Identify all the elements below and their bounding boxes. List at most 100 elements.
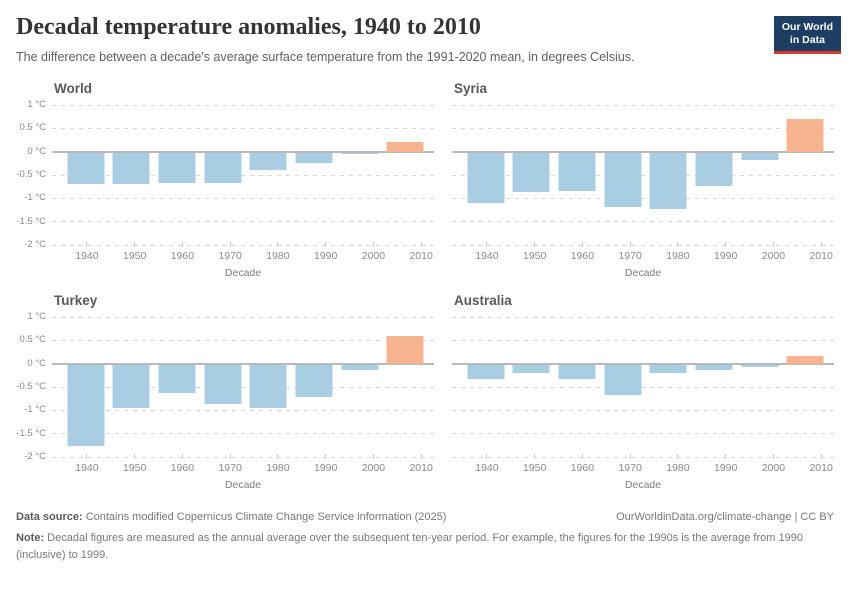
bar-slot [382, 105, 428, 245]
x-tick-label: 1950 [122, 250, 147, 262]
bar-world-1940[interactable] [67, 152, 105, 184]
x-tick-label: 1960 [170, 462, 195, 474]
x-tick-label: 2000 [761, 462, 786, 474]
bar-syria-1990[interactable] [695, 152, 733, 187]
bar-slot [337, 317, 383, 457]
bar-australia-1990[interactable] [695, 364, 733, 370]
gridline [52, 386, 434, 388]
bar-world-1990[interactable] [295, 152, 333, 164]
gridline [52, 244, 434, 246]
bar-world-1970[interactable] [204, 152, 242, 183]
plot-area-world [52, 104, 434, 246]
x-tick-label: 1940 [475, 462, 499, 474]
x-tick-label: 1940 [75, 250, 99, 262]
owid-logo[interactable]: Our World in Data [773, 16, 841, 55]
footer-links: OurWorldinData.org/climate-change | CC B… [616, 511, 834, 523]
page-subtitle: The difference between a decade's averag… [16, 50, 635, 64]
bar-australia-2000[interactable] [741, 364, 779, 367]
chart-body-australia [452, 316, 834, 458]
bar-slot [109, 105, 155, 245]
bar-turkey-1970[interactable] [204, 364, 242, 404]
x-tick: 1970 [606, 454, 654, 474]
bar-world-2000[interactable] [341, 152, 379, 155]
x-tick-label: 2000 [361, 462, 386, 474]
bar-world-1950[interactable] [112, 152, 150, 185]
x-tick: 1990 [702, 242, 750, 262]
bar-syria-1970[interactable] [604, 152, 642, 208]
license-label: CC BY [800, 511, 834, 523]
x-axis-syria: 1940 1950 1960 1970 1980 1990 2000 2010 [452, 242, 850, 262]
owid-logo-line1: Our World [781, 21, 833, 33]
y-tick-label: 1 °C [27, 311, 46, 322]
x-tick-label: 1950 [522, 250, 547, 262]
bar-turkey-1980[interactable] [249, 364, 287, 409]
x-axis-title-turkey: Decade [224, 479, 262, 491]
x-tick-label: 1980 [666, 462, 690, 474]
owid-url-link[interactable]: OurWorldinData.org/climate-change [616, 511, 792, 523]
gridline [452, 409, 834, 411]
chart-australia: Australia 1940 1950 1960 1970 1980 1990 2000 201… [452, 293, 834, 491]
bar-world-1960[interactable] [158, 152, 196, 183]
bar-world-2010[interactable] [386, 142, 424, 152]
x-tick: 1970 [206, 454, 254, 474]
y-tick-label: 1 °C [27, 99, 46, 110]
bar-australia-1940[interactable] [467, 364, 505, 380]
chart-title-australia: Australia [454, 293, 512, 308]
footer-source-row: Data source: Contains modified Copernicu… [16, 511, 834, 523]
bar-australia-1970[interactable] [604, 364, 642, 395]
bar-syria-1950[interactable] [512, 152, 550, 193]
bar-slot [200, 105, 246, 245]
gridline [452, 386, 834, 388]
bar-australia-1960[interactable] [558, 364, 596, 380]
y-tick-label: -1.5 °C [16, 215, 46, 227]
bar-syria-1960[interactable] [558, 152, 596, 191]
bar-slot [600, 105, 646, 245]
gridline [452, 433, 834, 435]
bar-world-1980[interactable] [249, 152, 287, 170]
bar-turkey-2010[interactable] [386, 336, 424, 364]
bars-row-syria [463, 105, 828, 245]
y-tick-label: -2 °C [24, 239, 46, 250]
bar-syria-2010[interactable] [786, 119, 824, 152]
x-tick: 2010 [397, 454, 445, 474]
bar-slot [291, 317, 337, 457]
y-tick-label: 0 °C [27, 357, 46, 369]
x-tick-label: 2010 [809, 250, 833, 262]
y-axis-turkey: 1 °C 0.5 °C 0 °C -0.5 °C -1 °C -1.5 °C -2 °C [10, 311, 52, 462]
chart-title-turkey: Turkey [54, 293, 98, 308]
bar-australia-1980[interactable] [649, 364, 687, 374]
x-tick: 1960 [159, 454, 207, 474]
bar-slot [246, 317, 292, 457]
y-tick-label: 0 °C [27, 145, 46, 157]
bar-slot [554, 105, 600, 245]
y-tick-label: 0.5 °C [19, 334, 46, 346]
bar-syria-1980[interactable] [649, 152, 687, 210]
x-tick: 1940 [63, 454, 111, 474]
bar-turkey-1940[interactable] [67, 364, 105, 447]
x-tick: 1940 [63, 242, 111, 262]
x-tick: 1980 [654, 454, 702, 474]
bar-slot [200, 317, 246, 457]
x-tick-label: 1960 [570, 250, 595, 262]
y-axis-world: 1 °C 0.5 °C 0 °C -0.5 °C -1 °C -1.5 °C -2 °C [10, 99, 52, 250]
bar-turkey-1950[interactable] [112, 364, 150, 409]
charts-grid: World 1 °C 0.5 °C 0 °C -0.5 °C -1 °C -1.5 °C -2… [10, 81, 850, 491]
bar-syria-2000[interactable] [741, 152, 779, 161]
bar-australia-1950[interactable] [512, 364, 550, 374]
bar-turkey-2000[interactable] [341, 364, 379, 370]
gridline [452, 104, 834, 106]
bars-row-australia [463, 317, 828, 457]
bar-turkey-1990[interactable] [295, 364, 333, 398]
y-tick-label: 0.5 °C [19, 122, 46, 134]
bar-slot [554, 317, 600, 457]
x-tick-label: 1940 [475, 250, 499, 262]
bar-australia-2010[interactable] [786, 355, 824, 364]
chart-body-turkey: 1 °C 0.5 °C 0 °C -0.5 °C -1 °C -1.5 °C -2 °C [10, 311, 434, 462]
x-tick: 1940 [463, 242, 511, 262]
bar-slot [63, 105, 109, 245]
bar-turkey-1960[interactable] [158, 364, 196, 393]
gridline [52, 316, 434, 318]
gridline [52, 433, 434, 435]
chart-body-world: 1 °C 0.5 °C 0 °C -0.5 °C -1 °C -1.5 °C -2 °C [10, 99, 434, 250]
bar-syria-1940[interactable] [467, 152, 505, 203]
